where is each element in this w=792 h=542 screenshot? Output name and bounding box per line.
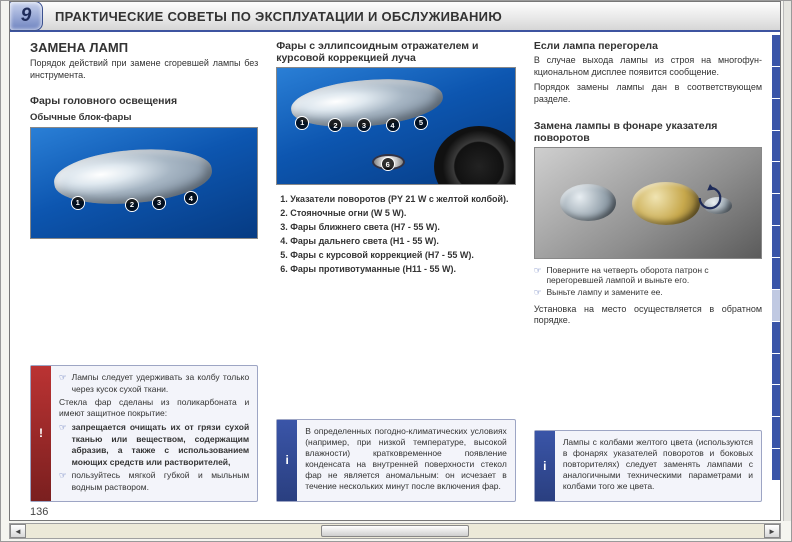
horizontal-scrollbar[interactable]: ◄ ► — [9, 523, 781, 539]
bookmark-tabs[interactable] — [772, 34, 781, 480]
column-1: ЗАМЕНА ЛАМП Порядок действий при замене … — [30, 40, 258, 502]
vertical-scrollbar[interactable] — [783, 1, 791, 521]
chapter-header: 9 ПРАКТИЧЕСКИЕ СОВЕТЫ ПО ЭКСПЛУАТАЦИИ И … — [10, 2, 780, 32]
info-icon: i — [277, 420, 297, 501]
info-text: В определенных погодно-климатичес­ких ус… — [305, 426, 507, 492]
intro-text: Порядок действий при замене сгоревшей ла… — [30, 58, 258, 81]
lamp-spec-list: Указатели поворотов (PY 21 W с желтой ко… — [290, 193, 516, 277]
step-text: Поверните на четверть оборота патрон с п… — [546, 265, 762, 285]
list-item: Указатели поворотов (PY 21 W с желтой ко… — [290, 193, 516, 206]
body-text: Установка на место осуществляется в обра… — [534, 304, 762, 327]
body-text: Порядок замены лампы дан в соответствую­… — [534, 82, 762, 105]
list-item: Стояночные огни (W 5 W). — [290, 207, 516, 220]
subheading-burnt: Если лампа перегорела — [534, 40, 762, 52]
page-content: ЗАМЕНА ЛАМП Порядок действий при замене … — [30, 40, 762, 502]
figure-headlamp-ellipsoid: 1 2 3 4 5 6 — [276, 67, 516, 185]
scroll-right-button[interactable]: ► — [764, 524, 780, 538]
section-title: ЗАМЕНА ЛАМП — [30, 40, 258, 55]
warn-bullet: запрещается очищать их от гря­зи сухой т… — [72, 422, 250, 468]
step-text: Выньте лампу и замените ее. — [546, 287, 662, 298]
figure-indicator-lamp — [534, 147, 762, 259]
subheading-ellipsoid: Фары с эллипсоидным отражателем и курсов… — [276, 40, 516, 64]
info-icon: i — [535, 431, 555, 501]
warn-bullet: пользуйтесь мягкой губкой и мыль­ным вод… — [72, 470, 250, 493]
document-viewer: 9 ПРАКТИЧЕСКИЕ СОВЕТЫ ПО ЭКСПЛУАТАЦИИ И … — [0, 0, 792, 542]
info-text: Лампы с колбами желтого цвета (использую… — [563, 437, 753, 492]
info-note-condensation: i В определенных погодно-климатичес­ких … — [276, 419, 516, 502]
scroll-thumb[interactable] — [321, 525, 469, 537]
page: 9 ПРАКТИЧЕСКИЕ СОВЕТЫ ПО ЭКСПЛУАТАЦИИ И … — [9, 1, 781, 521]
scroll-track[interactable] — [26, 524, 764, 538]
rotate-arrow-icon — [696, 184, 724, 212]
body-text: В случае выхода лампы из строя на многоф… — [534, 55, 762, 78]
warn-bullet: Лампы следует удерживать за колбу только… — [72, 372, 250, 395]
column-3: Если лампа перегорела В случае выхода ла… — [534, 40, 762, 502]
subheading-standard: Обычные блок-фары — [30, 112, 258, 123]
page-number: 136 — [30, 506, 48, 518]
scroll-left-button[interactable]: ◄ — [10, 524, 26, 538]
figure-headlamp-standard: 1 2 3 4 — [30, 127, 258, 239]
list-item: Фары противотуманные (H11 - 55 W). — [290, 263, 516, 276]
warning-note: ! ☞Лампы следует удерживать за колбу тол… — [30, 365, 258, 502]
chapter-number-badge: 9 — [9, 1, 43, 31]
warning-icon: ! — [31, 366, 51, 501]
column-2: Фары с эллипсоидным отражателем и курсов… — [276, 40, 516, 502]
list-item: Фары с курсовой коррекцией (H7 - 55 W). — [290, 249, 516, 262]
warn-text: Стекла фар сделаны из поликарбоната и им… — [59, 397, 249, 419]
list-item: Фары дальнего света (H1 - 55 W). — [290, 235, 516, 248]
subheading-headlamps: Фары головного освещения — [30, 95, 258, 107]
info-note-yellow-bulbs: i Лампы с колбами желтого цвета (использ… — [534, 430, 762, 502]
list-item: Фары ближнего света (H7 - 55 W). — [290, 221, 516, 234]
chapter-title: ПРАКТИЧЕСКИЕ СОВЕТЫ ПО ЭКСПЛУАТАЦИИ И ОБ… — [55, 9, 502, 24]
subheading-indicator-lamp: Замена лампы в фонаре указателя поворото… — [534, 120, 762, 144]
